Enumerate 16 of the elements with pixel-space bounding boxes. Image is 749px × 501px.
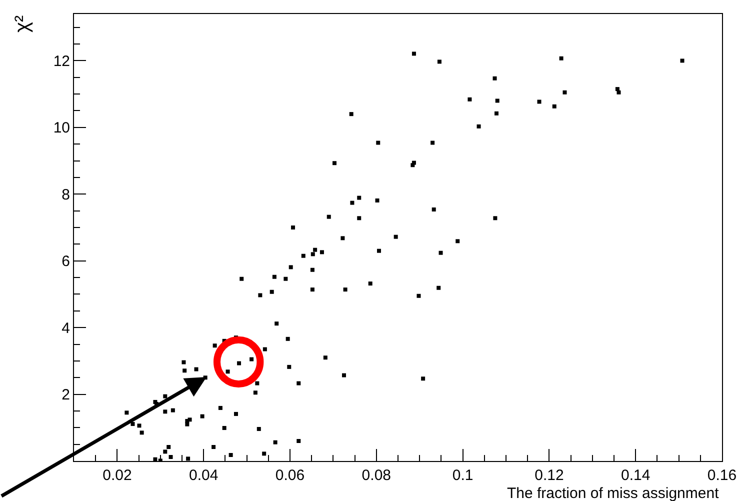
- y-tick-label: 10: [53, 120, 70, 137]
- y-tick-label: 2: [62, 386, 70, 404]
- y-tick-label: 6: [62, 253, 70, 270]
- x-tick-label: 0.14: [621, 467, 650, 484]
- x-tick-label: 0.08: [362, 467, 391, 484]
- y-axis-title: χ²: [12, 15, 34, 32]
- x-tick-label: 0.02: [102, 467, 132, 484]
- x-tick-label: 0.16: [707, 467, 737, 484]
- x-tick-label: 0.1: [452, 467, 474, 484]
- x-tick-label: 0.06: [275, 467, 305, 484]
- y-tick-label: 4: [62, 320, 70, 337]
- x-axis-title: The fraction of miss assignment: [507, 485, 720, 501]
- y-tick-label: 12: [53, 52, 70, 70]
- y-tick-label: 8: [62, 186, 70, 204]
- x-tick-label: 0.04: [189, 467, 218, 484]
- x-tick-label: 0.12: [534, 467, 564, 484]
